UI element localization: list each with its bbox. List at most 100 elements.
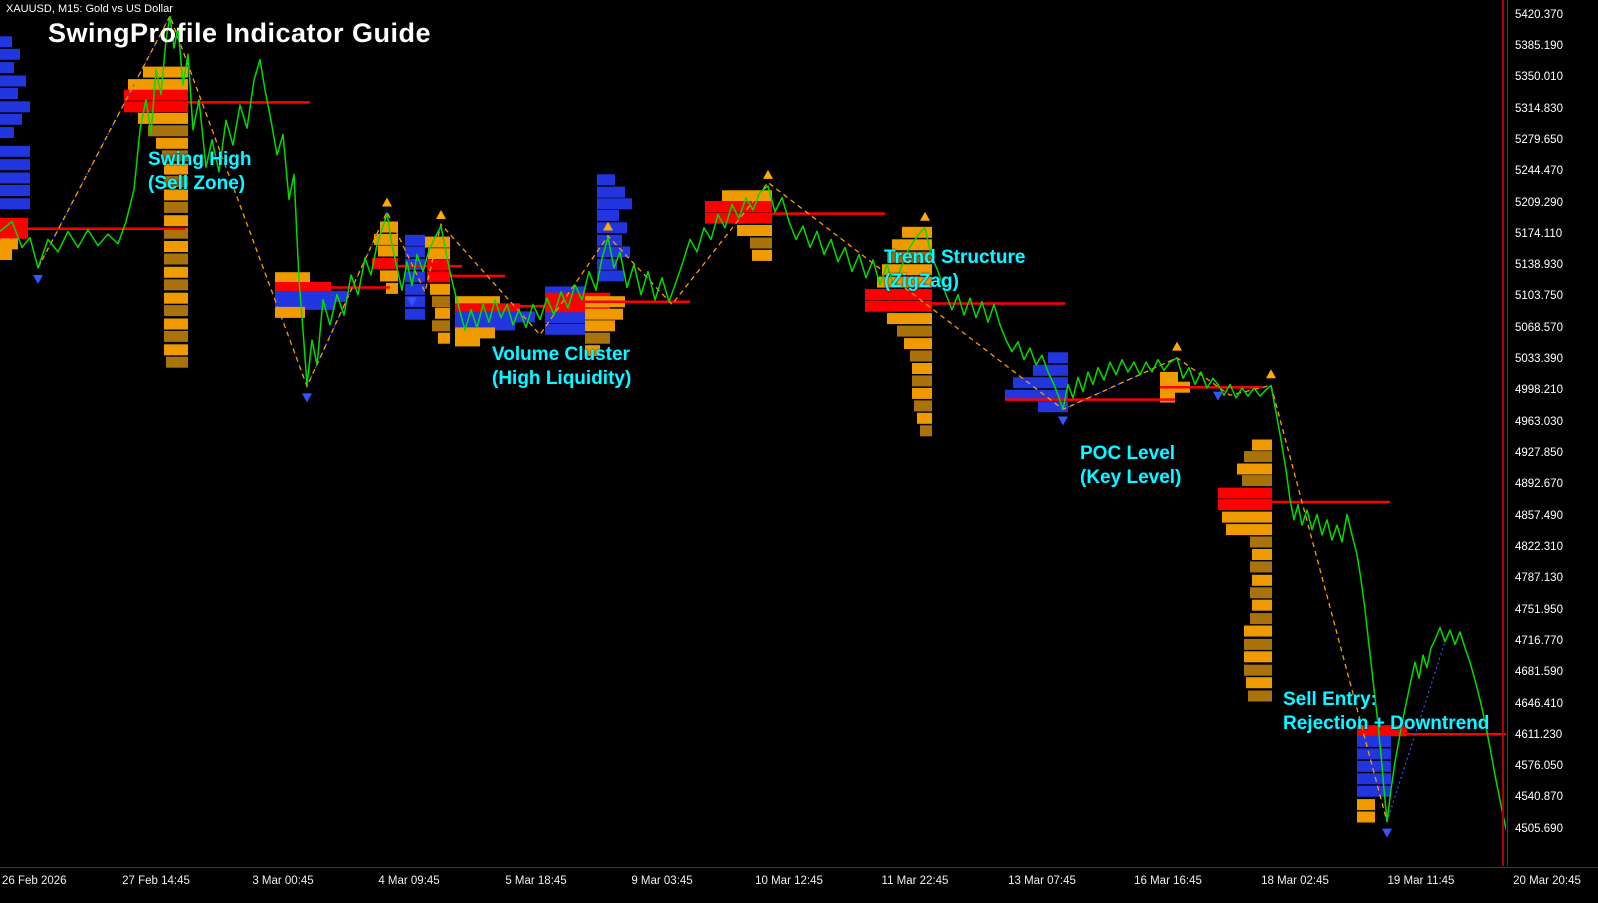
volume-profile-bar — [705, 201, 772, 212]
volume-profile-bar — [435, 307, 450, 319]
price-axis-label: 5138.930 — [1515, 259, 1563, 271]
volume-profile-bar — [124, 89, 188, 101]
volume-profile-bar — [1244, 625, 1272, 637]
volume-profile-bar — [585, 320, 615, 332]
volume-profile-bar — [1237, 463, 1272, 475]
volume-profile-bar — [380, 270, 398, 282]
volume-profile-bar — [545, 286, 585, 298]
volume-profile-bar — [164, 215, 188, 227]
volume-profile-bar — [164, 176, 188, 188]
annotation-sell-entry: Sell Entry: Rejection + Downtrend — [1283, 689, 1490, 735]
price-axis-label: 5068.570 — [1515, 322, 1563, 334]
volume-profile-bar — [428, 248, 450, 260]
swing-low-marker — [1382, 828, 1392, 838]
volume-profile-bar — [455, 303, 520, 315]
time-axis-label: 19 Mar 11:45 — [1387, 875, 1455, 887]
price-axis-label: 4576.050 — [1515, 760, 1563, 772]
volume-profile-bar — [585, 332, 610, 344]
volume-profile-bar — [1357, 760, 1391, 772]
volume-profile-bar — [275, 290, 347, 302]
volume-profile-bar — [432, 320, 450, 332]
volume-profile-bar — [887, 313, 932, 325]
price-axis[interactable]: 5420.370 5385.190 5350.010 5314.830 5279.650… — [1507, 0, 1598, 866]
price-axis-label: 5209.290 — [1515, 197, 1563, 209]
volume-profile-bar — [143, 66, 188, 78]
volume-profile-bar — [275, 272, 310, 284]
price-axis-label: 4540.870 — [1515, 791, 1563, 803]
volume-profile-bar — [1226, 524, 1272, 536]
volume-profile-bar — [0, 185, 30, 196]
volume-profile-bar — [164, 266, 188, 278]
swing-low-marker — [1058, 416, 1068, 426]
swing-high-marker — [436, 209, 446, 219]
volume-profile-bar — [1357, 811, 1375, 823]
volume-profile-bar — [1242, 475, 1272, 487]
volume-profile-bar — [164, 227, 188, 239]
volume-profile-bar — [1357, 725, 1407, 737]
volume-profile-bar — [0, 238, 18, 250]
price-axis-label: 4892.670 — [1515, 478, 1563, 490]
trend-dotted-line — [1386, 641, 1446, 822]
volume-profile-bar — [0, 36, 12, 48]
swing-high-marker — [382, 197, 392, 207]
volume-profile-bar — [0, 101, 30, 113]
volume-profile-bar — [164, 305, 188, 317]
price-axis-label: 5314.830 — [1515, 103, 1563, 115]
price-axis-label: 5103.750 — [1515, 290, 1563, 302]
volume-profile-bar — [912, 375, 932, 387]
volume-profile-bar — [1250, 613, 1272, 625]
volume-profile-bar — [597, 234, 622, 246]
annotation-poc-level: POC Level (Key Level) — [1080, 443, 1182, 489]
volume-profile-bar — [914, 400, 932, 412]
swing-low-marker — [302, 393, 312, 403]
price-line — [0, 15, 1506, 833]
volume-profile-bar — [164, 344, 188, 356]
price-axis-label: 4646.410 — [1515, 698, 1563, 710]
volume-profile-bar — [0, 48, 20, 60]
volume-profile-bar — [597, 258, 617, 270]
volume-profile-bar — [405, 283, 425, 295]
volume-profile-bar — [1160, 371, 1178, 383]
volume-profile-bar — [1250, 536, 1272, 548]
volume-profile-bar — [597, 198, 632, 210]
price-axis-label: 5033.390 — [1515, 353, 1563, 365]
volume-profile-bar — [1252, 574, 1272, 586]
volume-profile-bar — [1160, 391, 1175, 403]
time-axis[interactable]: 26 Feb 2026 27 Feb 14:45 3 Mar 00:45 4 Mar … — [0, 867, 1598, 903]
volume-profile-bar — [164, 292, 188, 304]
time-axis-label: 18 Mar 02:45 — [1261, 875, 1329, 887]
volume-profile-bar — [455, 296, 500, 308]
volume-profile-bar — [405, 234, 425, 246]
time-axis-label: 20 Mar 20:45 — [1513, 875, 1581, 887]
volume-profile-bar — [405, 271, 425, 283]
volume-profile-bar — [455, 327, 495, 339]
volume-profile-bar — [597, 222, 627, 234]
time-axis-label: 27 Feb 14:45 — [122, 875, 190, 887]
volume-profile-bar — [865, 289, 932, 301]
volume-profile-bar — [597, 186, 625, 198]
volume-profile-bar — [0, 217, 28, 229]
volume-profile-bar — [877, 276, 932, 288]
volume-profile-bar — [1033, 364, 1068, 376]
volume-profile-bar — [887, 251, 932, 263]
volume-profile-bar — [166, 356, 188, 368]
volume-profile-bar — [0, 227, 28, 239]
chart-area[interactable]: XAUUSD, M15: Gold vs US Dollar SwingProf… — [0, 0, 1506, 866]
volume-profile-bar — [545, 292, 610, 304]
price-axis-label: 4857.490 — [1515, 510, 1563, 522]
volume-profile-bar — [737, 225, 772, 236]
price-axis-label: 4787.130 — [1515, 572, 1563, 584]
swing-low-marker — [1213, 391, 1223, 401]
volume-profile-bar — [156, 137, 188, 149]
volume-profile-bar — [164, 201, 188, 213]
price-axis-label: 5279.650 — [1515, 134, 1563, 146]
volume-profile-bar — [138, 112, 188, 124]
swing-high-marker — [603, 221, 613, 231]
volume-profile-bar — [1005, 389, 1068, 401]
time-axis-label: 9 Mar 03:45 — [631, 875, 693, 887]
volume-profile-bar — [164, 163, 188, 175]
price-axis-label: 4611.230 — [1515, 729, 1563, 741]
volume-profile-bar — [164, 241, 188, 252]
current-bar-line — [1502, 0, 1504, 866]
volume-profile-bar — [0, 198, 30, 210]
